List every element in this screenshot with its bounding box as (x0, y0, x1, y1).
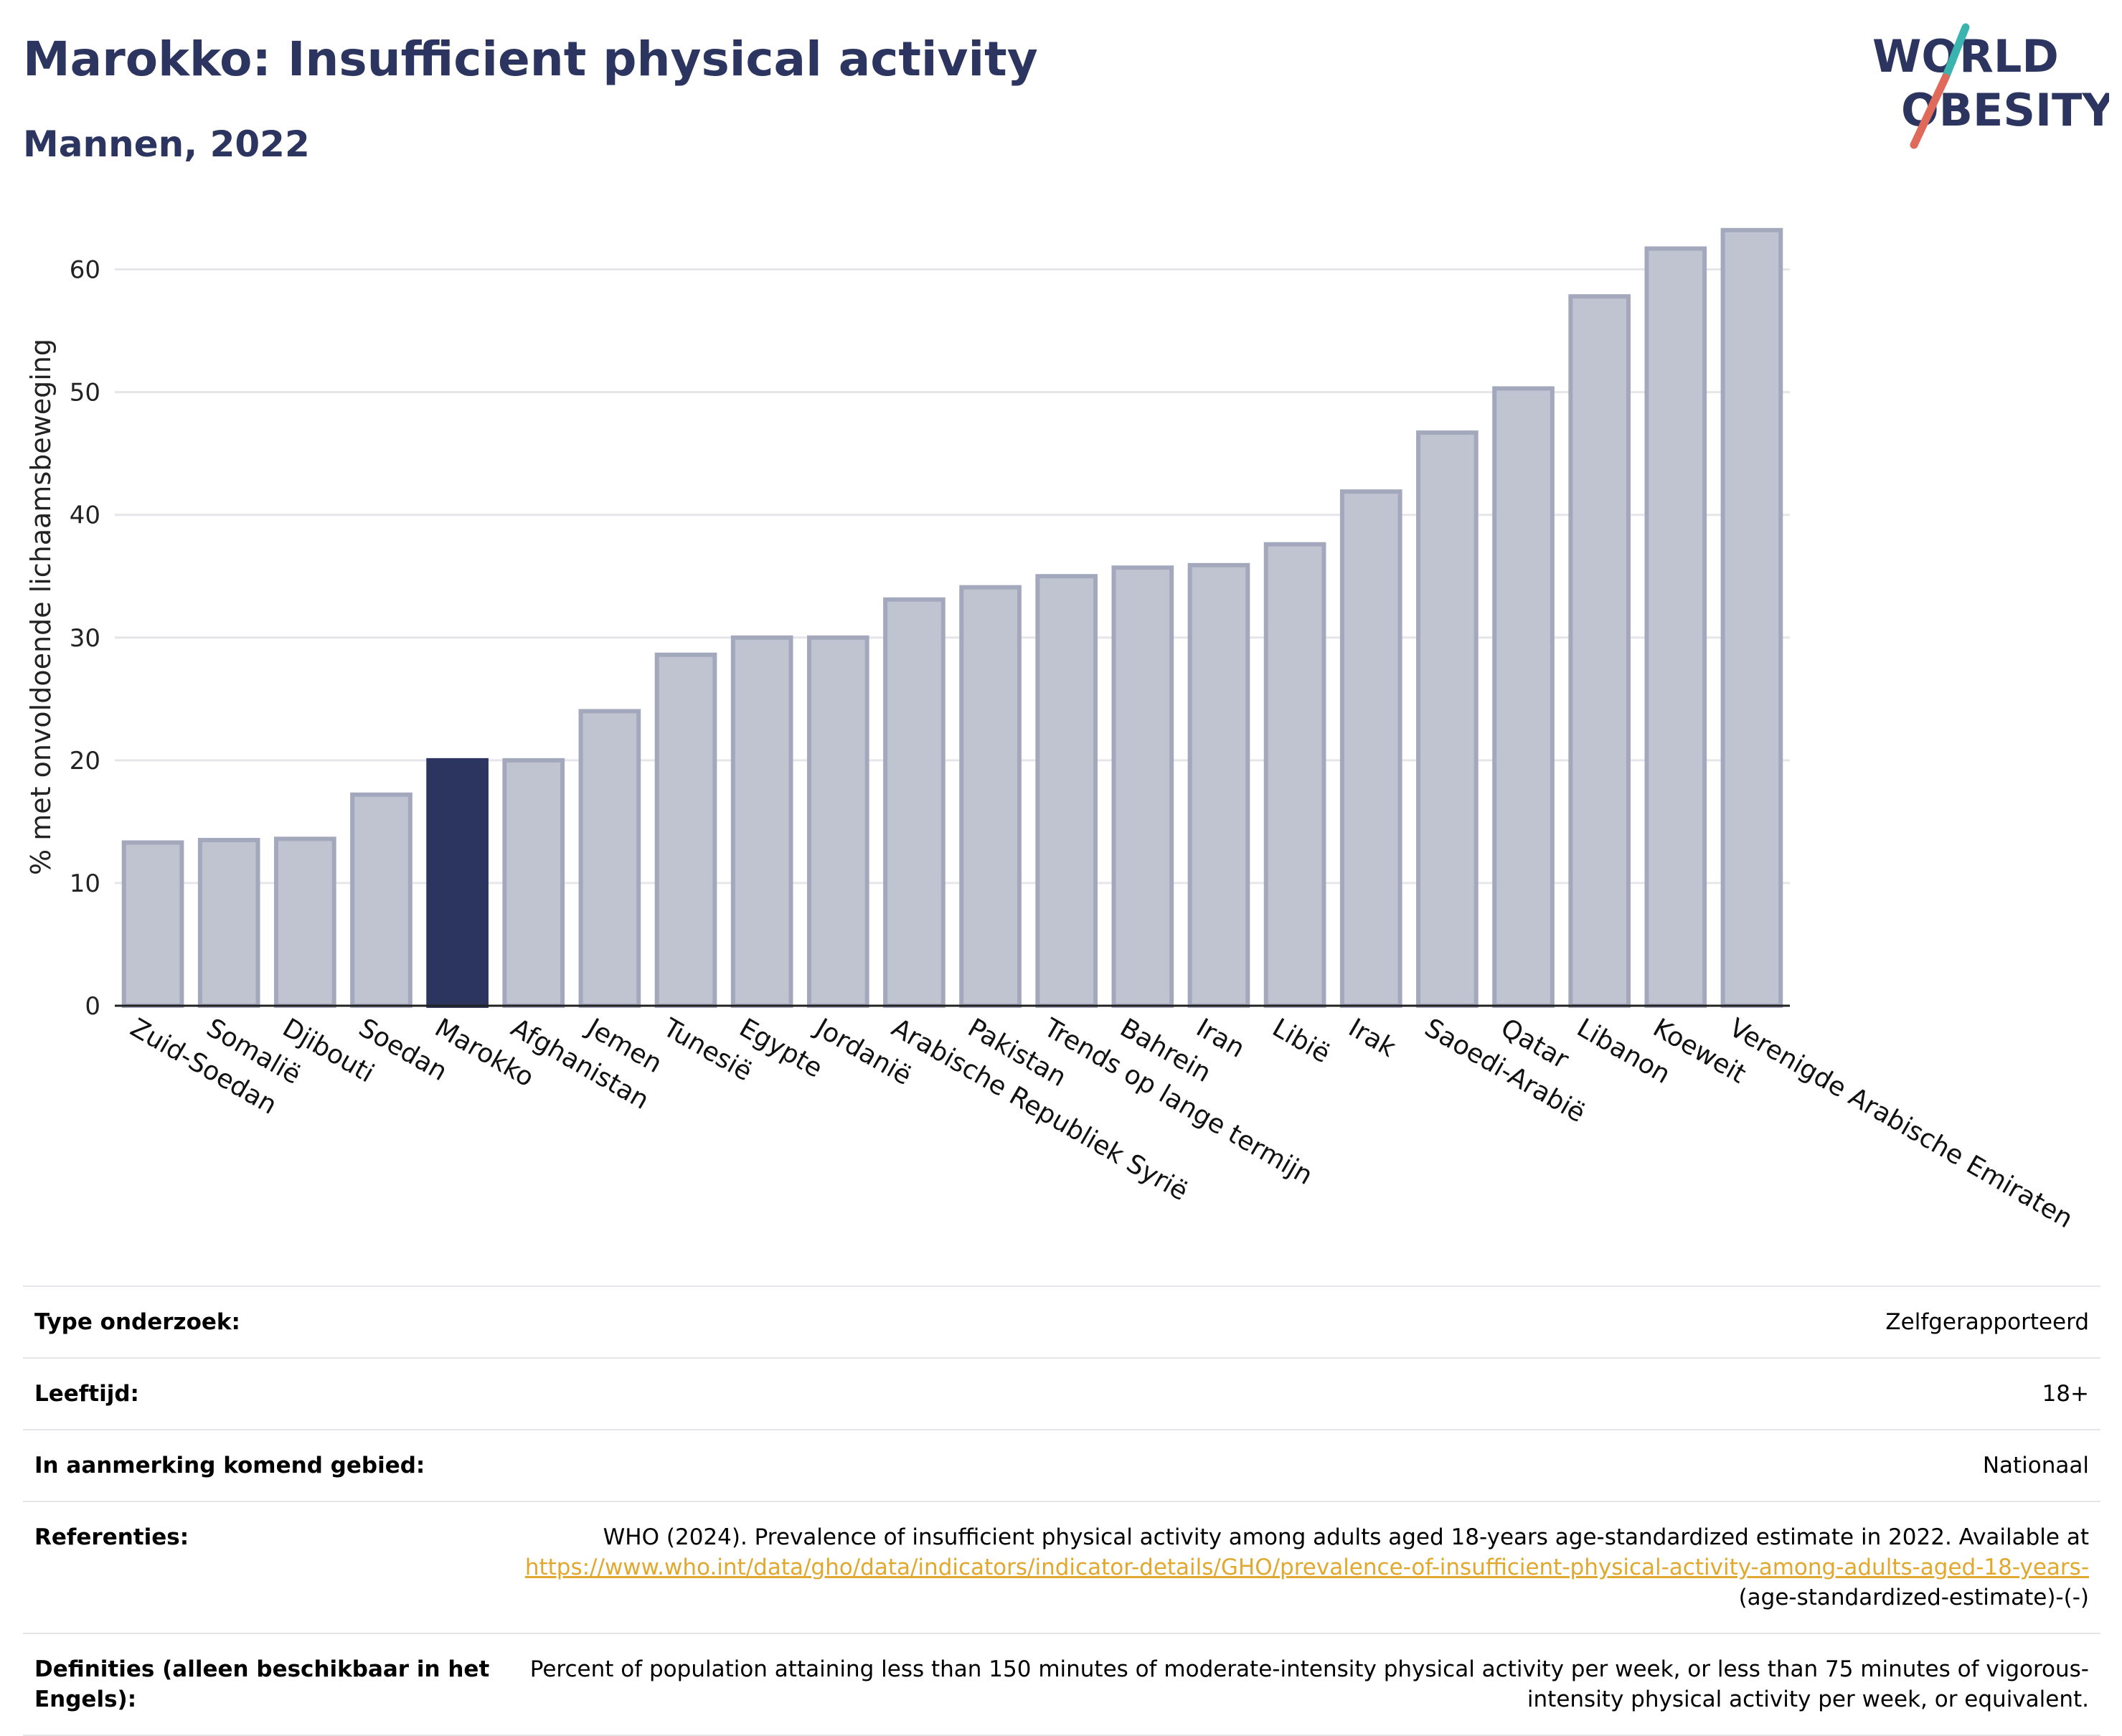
meta-row-references: Referenties: WHO (2024). Prevalence of i… (23, 1501, 2100, 1633)
bar (1720, 227, 1783, 1009)
bar (730, 635, 793, 1008)
reference-text: WHO (2024). Prevalence of insufficient p… (603, 1524, 2089, 1550)
x-tick-label: Irak (1344, 1013, 1401, 1063)
bar (1644, 246, 1707, 1008)
reference-suffix: (age-standardized-estimate)-(-) (1738, 1585, 2089, 1610)
bar (1263, 542, 1326, 1008)
bar (1111, 565, 1174, 1008)
metadata-table: Type onderzoek: Zelfgerapporteerd Leefti… (23, 1286, 2100, 1736)
bar (350, 792, 412, 1008)
bar (959, 585, 1022, 1008)
bar (806, 635, 869, 1008)
y-tick-label: 20 (70, 747, 100, 775)
bar (274, 836, 336, 1008)
meta-label: Definities (alleen beschikbaar in het En… (34, 1656, 490, 1712)
meta-label: Type onderzoek: (34, 1309, 240, 1335)
bar (197, 838, 260, 1008)
y-tick-label: 10 (70, 869, 100, 898)
meta-value: Zelfgerapporteerd (1885, 1309, 2089, 1335)
bar (654, 652, 717, 1008)
meta-value: 18+ (2042, 1381, 2089, 1407)
world-obesity-logo: WORLD OBESITY (1872, 23, 2109, 149)
y-axis-label: % met onvoldoende lichaamsbeweging (25, 339, 57, 875)
bar (1339, 489, 1402, 1008)
meta-label: Leeftijd: (34, 1381, 139, 1407)
meta-row-age: Leeftijd: 18+ (23, 1357, 2100, 1429)
meta-row-survey-type: Type onderzoek: Zelfgerapporteerd (23, 1286, 2100, 1357)
bar (883, 597, 946, 1008)
meta-value: Percent of population attaining less tha… (529, 1656, 2089, 1712)
bar (1187, 562, 1250, 1008)
x-tick-label: Libiё (1268, 1013, 1335, 1069)
bar (121, 840, 184, 1009)
bar-chart: 0 10 20 30 40 50 60 % met onvoldoende lichaamsb… (25, 227, 2078, 1234)
bar (502, 758, 565, 1008)
bar (1492, 386, 1555, 1008)
y-tick-label: 0 (85, 992, 100, 1021)
logo-slash-teal (1941, 23, 1970, 82)
meta-label: In aanmerking komend gebied: (34, 1453, 425, 1478)
page-subtitle: Mannen, 2022 (23, 123, 310, 165)
meta-label: Referenties: (34, 1524, 189, 1550)
bar (578, 709, 641, 1009)
x-tick-label: Verenigde Arabische Emiraten (1724, 1013, 2078, 1234)
bar (1416, 430, 1479, 1009)
y-tick-label: 60 (70, 256, 100, 285)
logo-word-world: WORLD (1872, 30, 2059, 82)
meta-value: Nationaal (1982, 1453, 2089, 1478)
meta-row-definitions: Definities (alleen beschikbaar in het En… (23, 1633, 2100, 1736)
reference-link[interactable]: https://www.who.int/data/gho/data/indica… (524, 1555, 2089, 1580)
meta-row-area: In aanmerking komend gebied: Nationaal (23, 1429, 2100, 1501)
bar (1035, 574, 1098, 1008)
page-title: Marokko: Insufficient physical activity (23, 32, 1038, 87)
bar (1568, 294, 1631, 1008)
y-tick-label: 50 (70, 379, 100, 407)
bar (426, 758, 489, 1008)
logo-slash-red (1910, 73, 1950, 149)
y-tick-label: 40 (70, 501, 100, 530)
y-tick-label: 30 (70, 624, 100, 653)
meta-value: WHO (2024). Prevalence of insufficient p… (494, 1522, 2089, 1613)
